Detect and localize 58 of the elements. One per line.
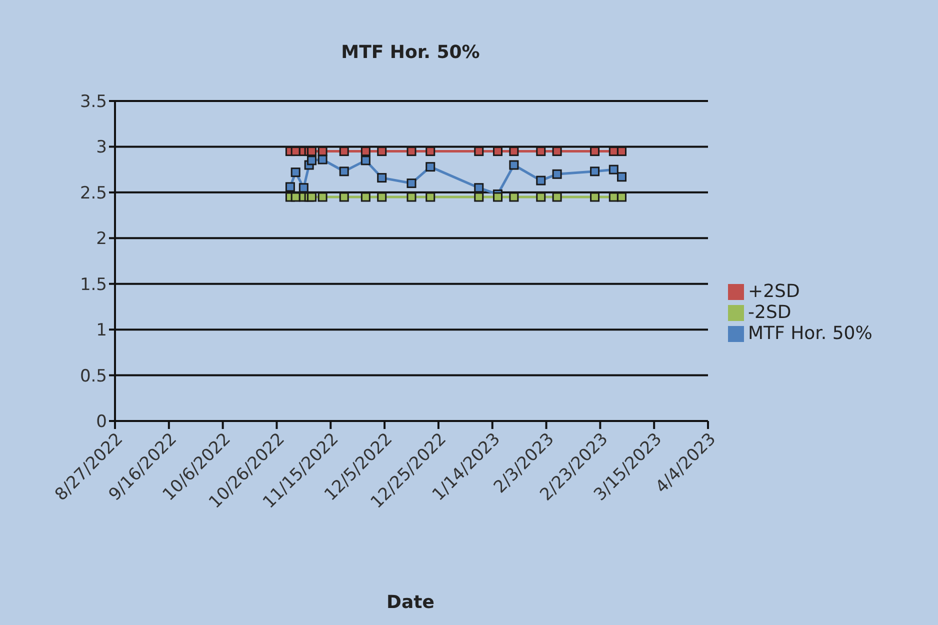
y-tick-label: 3.5: [80, 92, 107, 112]
point: [590, 166, 600, 176]
point: [474, 146, 484, 156]
point: [426, 192, 436, 202]
point: [536, 176, 546, 186]
y-tick-label: 1: [96, 320, 107, 341]
point: [493, 146, 503, 156]
point: [406, 178, 416, 188]
legend-label: MTF Hor. 50%: [748, 323, 872, 344]
point: [307, 192, 317, 202]
point: [377, 192, 387, 202]
point: [474, 192, 484, 202]
point: [509, 192, 519, 202]
point: [590, 192, 600, 202]
point: [339, 192, 349, 202]
point: [406, 146, 416, 156]
point: [616, 146, 626, 156]
y-tick-label: 3: [96, 138, 107, 158]
y-tick-label: 2.5: [80, 183, 107, 204]
point: [608, 164, 618, 174]
point: [509, 160, 519, 170]
y-tick-label: 0.5: [80, 366, 107, 386]
point: [285, 182, 295, 192]
point: [616, 172, 626, 182]
point: [318, 154, 328, 164]
point: [360, 146, 370, 156]
point: [307, 146, 317, 156]
point: [536, 192, 546, 202]
point: [318, 146, 328, 156]
point: [552, 146, 562, 156]
point: [552, 192, 562, 202]
point: [377, 173, 387, 183]
point: [360, 156, 370, 166]
point: [360, 192, 370, 202]
point: [493, 192, 503, 202]
point: [406, 192, 416, 202]
point: [377, 146, 387, 156]
point: [474, 183, 484, 193]
x-axis-title: Date: [386, 592, 436, 613]
point: [318, 192, 328, 202]
y-tick-label: 0: [96, 412, 107, 432]
chart-title: MTF Hor. 50%: [340, 42, 481, 63]
legend-label: -2SD: [748, 302, 792, 323]
point: [290, 168, 300, 178]
point: [590, 146, 600, 156]
point: [307, 156, 317, 166]
point: [426, 146, 436, 156]
point: [298, 183, 308, 193]
point: [509, 146, 519, 156]
y-tick-label: 2: [96, 229, 107, 250]
point: [339, 166, 349, 176]
legend-label: +2SD: [748, 281, 800, 302]
point: [339, 146, 349, 156]
point: [616, 192, 626, 202]
y-tick-label: 1.5: [80, 274, 107, 295]
point: [536, 146, 546, 156]
point: [552, 169, 562, 179]
point: [426, 162, 436, 172]
